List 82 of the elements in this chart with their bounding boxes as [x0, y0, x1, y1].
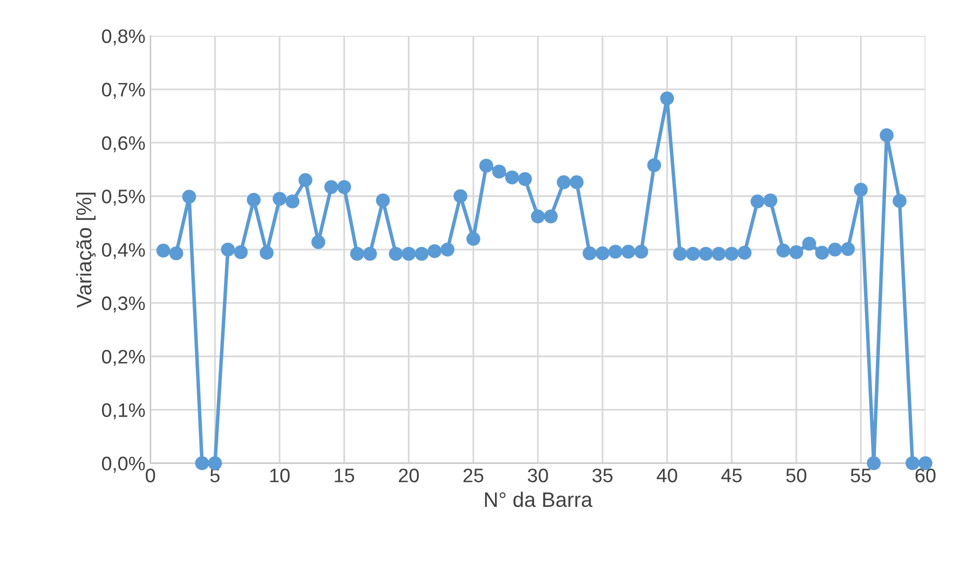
point [570, 175, 584, 190]
point [505, 170, 520, 184]
point [621, 244, 636, 259]
x-tick-label: 35 [592, 468, 612, 482]
y-axis-title: Variação [%] [76, 192, 96, 308]
point [260, 246, 274, 260]
x-tick-label: 60 [916, 468, 936, 482]
point [880, 128, 894, 142]
point [776, 244, 790, 258]
y-tick-label: 0,7% [102, 82, 145, 99]
point [906, 456, 920, 470]
point [802, 236, 816, 251]
point [363, 246, 377, 261]
point [286, 194, 300, 208]
point [246, 192, 261, 207]
point [840, 242, 855, 256]
point [866, 456, 881, 470]
x-tick-label: 0 [146, 468, 156, 482]
point [582, 246, 597, 260]
point [634, 244, 648, 259]
point [892, 194, 907, 208]
x-tick-label: 25 [463, 468, 484, 482]
x-axis-title: N° da Barra [485, 492, 592, 508]
point [738, 246, 752, 260]
point [208, 456, 222, 470]
point [195, 456, 210, 470]
point [298, 173, 312, 188]
point [440, 242, 454, 256]
point [660, 91, 674, 106]
x-tick-label: 45 [721, 468, 742, 482]
point [750, 194, 764, 208]
point [608, 244, 622, 259]
point [789, 245, 804, 260]
x-tick-label: 10 [270, 468, 290, 482]
point [311, 235, 326, 250]
point [376, 193, 390, 208]
point [596, 246, 610, 260]
point [169, 246, 184, 260]
point [234, 245, 248, 260]
point [466, 232, 480, 246]
x-tick-label: 50 [786, 468, 806, 482]
point [388, 246, 403, 261]
point [479, 158, 494, 173]
point [156, 244, 170, 258]
point [854, 182, 868, 197]
x-tick-label: 30 [528, 468, 548, 482]
y-tick-label: 0,1% [102, 403, 145, 420]
point [556, 175, 571, 190]
point [698, 246, 713, 261]
point [544, 209, 558, 224]
point [712, 246, 726, 261]
point [324, 180, 338, 194]
point [724, 246, 739, 261]
y-tick-label: 0,6% [102, 136, 145, 152]
point [686, 246, 700, 261]
point [414, 246, 429, 261]
point [182, 190, 196, 204]
point [272, 192, 287, 206]
point [428, 244, 442, 258]
point [492, 164, 506, 179]
y-tick-label: 0,3% [102, 296, 145, 312]
x-tick-label: 55 [850, 468, 871, 482]
point [402, 246, 416, 261]
point [530, 209, 545, 224]
y-tick-label: 0,8% [102, 29, 145, 46]
point [763, 193, 778, 208]
y-tick-label: 0,4% [102, 243, 145, 260]
y-tick-label: 0,2% [102, 350, 145, 366]
x-tick-label: 20 [398, 468, 419, 482]
point [220, 242, 235, 256]
y-tick-label: 0,5% [102, 190, 145, 206]
point [337, 180, 352, 194]
point [453, 189, 468, 204]
x-tick-label: 15 [334, 468, 354, 482]
point [815, 246, 830, 260]
point [350, 246, 364, 261]
point [673, 246, 687, 261]
x-tick-label: 40 [656, 468, 678, 482]
point [518, 172, 532, 186]
point [647, 158, 662, 172]
y-tick-label: 0,0% [102, 456, 145, 473]
point [828, 242, 842, 256]
